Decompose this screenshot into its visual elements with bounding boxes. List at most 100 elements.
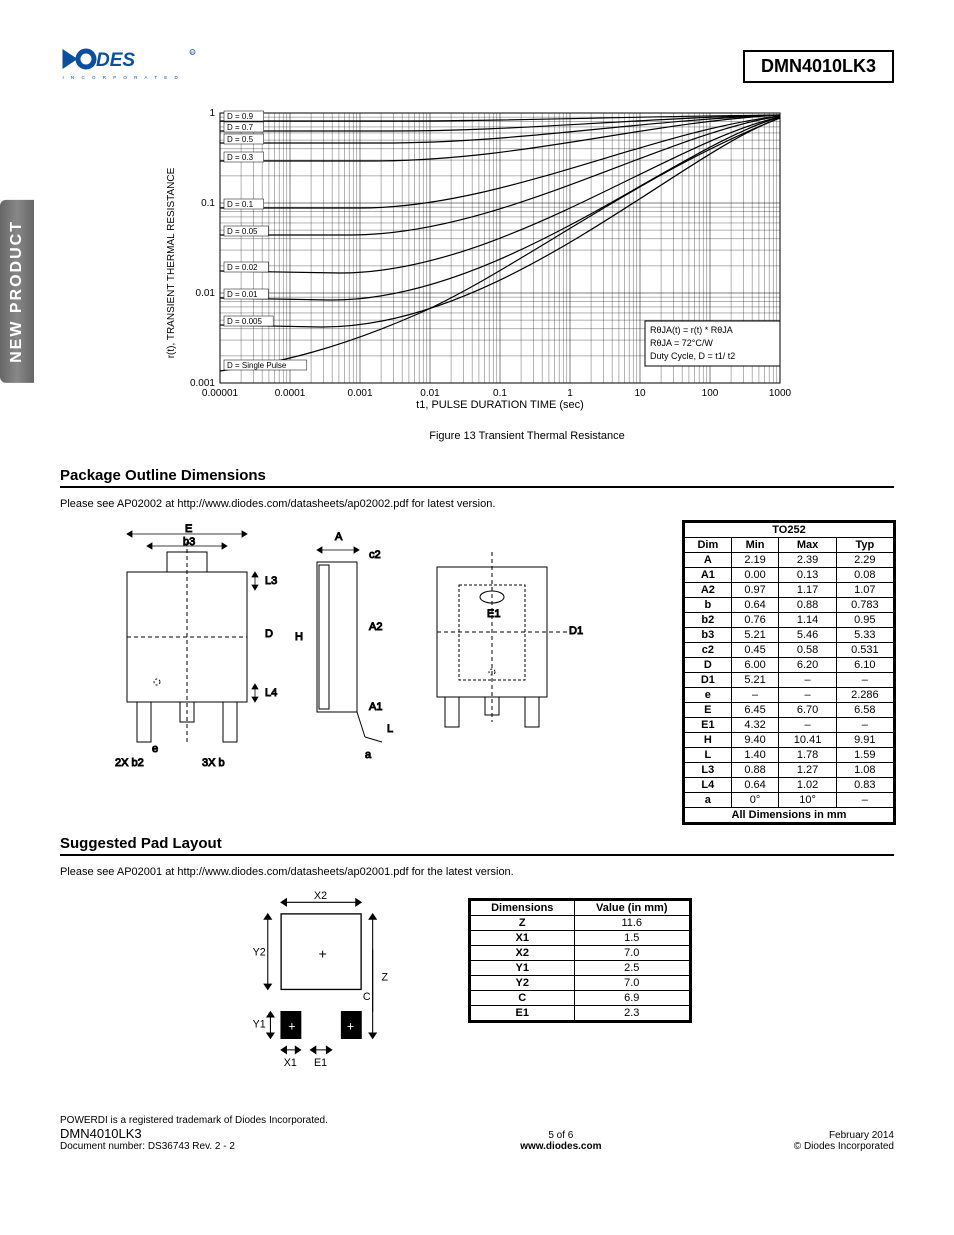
table-row: L40.641.020.83 — [685, 778, 894, 793]
lbl-b2: 2X b2 — [115, 757, 144, 769]
pkg-note: Please see AP02002 at http://www.diodes.… — [60, 498, 894, 510]
curve-label: D = 0.05 — [227, 227, 258, 236]
header-row: DES R I N C O R P O R A T E D DMN4010LK3 — [60, 40, 894, 93]
ytick: 0.01 — [196, 288, 216, 299]
chart-ylabel: r(t), TRANSIENT THERMAL RESISTANCE — [166, 167, 177, 358]
dimension-table: TO252 DimMinMaxTyp A2.192.392.29A10.000.… — [684, 522, 894, 823]
pad-col: Value (in mm) — [574, 901, 689, 916]
table-row: e––2.286 — [685, 688, 894, 703]
table-row: b35.215.465.33 — [685, 628, 894, 643]
pad-col: Dimensions — [471, 901, 575, 916]
chart-eq3: Duty Cycle, D = t1/ t2 — [650, 351, 735, 361]
lbl-C: C — [363, 991, 371, 1003]
chart-xlabel: t1, PULSE DURATION TIME (sec) — [416, 399, 584, 411]
lbl-A: A — [335, 531, 343, 543]
trademark-note: POWERDI is a registered trademark of Dio… — [60, 1115, 328, 1126]
curve-label: D = 0.9 — [227, 112, 254, 121]
lbl-a: a — [365, 749, 372, 761]
part-number-box: DMN4010LK3 — [743, 50, 894, 83]
lbl-H: H — [295, 631, 303, 643]
xtick: 0.0001 — [275, 388, 306, 399]
footer: POWERDI is a registered trademark of Dio… — [60, 1115, 894, 1152]
ytick: 0.001 — [190, 378, 215, 389]
chart-eq2: RθJA = 72°C/W — [650, 338, 713, 348]
lbl-X1: X1 — [284, 1057, 297, 1069]
svg-text:+: + — [318, 946, 326, 962]
table-row: Z11.6 — [471, 916, 690, 931]
copyright: © Diodes Incorporated — [794, 1141, 894, 1152]
ytick: 0.1 — [201, 198, 215, 209]
curve-label: D = 0.005 — [227, 317, 262, 326]
doc-date: February 2014 — [794, 1130, 894, 1141]
table-row: A20.971.171.07 — [685, 583, 894, 598]
logo: DES R I N C O R P O R A T E D — [60, 40, 200, 93]
curve-label: D = 0.01 — [227, 290, 258, 299]
xtick: 1 — [567, 388, 573, 399]
pkg-name: TO252 — [685, 523, 894, 538]
curve-label: D = Single Pulse — [227, 361, 287, 370]
pad-heading: Suggested Pad Layout — [60, 835, 894, 856]
lbl-E1: E1 — [487, 608, 500, 620]
pad-note: Please see AP02001 at http://www.diodes.… — [60, 866, 894, 878]
curve-label: D = 0.02 — [227, 263, 258, 272]
lbl-e: e — [152, 743, 158, 755]
chart-eq1: RθJA(t) = r(t) * RθJA — [650, 325, 733, 335]
svg-text:I N C O R P O R A T E D: I N C O R P O R A T E D — [63, 75, 181, 80]
table-row: A2.192.392.29 — [685, 553, 894, 568]
lbl-Y1: Y1 — [253, 1019, 266, 1031]
xtick: 0.001 — [347, 388, 372, 399]
page-number: 5 of 6 — [520, 1130, 601, 1141]
table-row: a0°10°– — [685, 793, 894, 808]
lbl-E: E — [185, 523, 192, 535]
ytick: 1 — [209, 108, 215, 119]
table-row: E12.3 — [471, 1006, 690, 1021]
lbl-b: 3X b — [202, 757, 225, 769]
dim-col: Typ — [836, 538, 893, 553]
xtick: 10 — [634, 388, 646, 399]
table-row: L1.401.781.59 — [685, 748, 894, 763]
xtick: 0.1 — [493, 388, 507, 399]
table-row: Y12.5 — [471, 961, 690, 976]
curve-label: D = 0.3 — [227, 153, 254, 162]
curve-label: D = 0.7 — [227, 123, 254, 132]
table-row: E14.32–– — [685, 718, 894, 733]
table-row: c20.450.580.531 — [685, 643, 894, 658]
svg-text:+: + — [347, 1019, 354, 1033]
dim-col: Dim — [685, 538, 732, 553]
table-row: b0.640.880.783 — [685, 598, 894, 613]
svg-text:R: R — [191, 50, 194, 55]
table-row: D6.006.206.10 — [685, 658, 894, 673]
table-row: Y27.0 — [471, 976, 690, 991]
thermal-chart: D = 0.9 D = 0.7 D = 0.5 D = 0.3 D = 0.1 D = 0… — [160, 103, 894, 442]
table-row: X27.0 — [471, 946, 690, 961]
lbl-Z: Z — [382, 972, 389, 984]
table-row: X11.5 — [471, 931, 690, 946]
table-row: H9.4010.419.91 — [685, 733, 894, 748]
table-row: C6.9 — [471, 991, 690, 1006]
lbl-D1: D1 — [569, 625, 583, 637]
lbl-c2: c2 — [369, 549, 381, 561]
footer-part: DMN4010LK3 — [60, 1126, 328, 1141]
lbl-A1: A1 — [369, 701, 382, 713]
lbl-E1p: E1 — [314, 1057, 327, 1069]
table-row: E6.456.706.58 — [685, 703, 894, 718]
table-row: L30.881.271.08 — [685, 763, 894, 778]
curve-label: D = 0.1 — [227, 200, 254, 209]
xtick: 100 — [702, 388, 719, 399]
svg-text:+: + — [288, 1019, 295, 1033]
pad-table: DimensionsValue (in mm) Z11.6X11.5X27.0Y… — [470, 900, 690, 1021]
pkg-diagrams: E b3 L3 D L4 e 2X b2 3X b — [60, 522, 654, 787]
chart-caption: Figure 13 Transient Thermal Resistance — [160, 430, 894, 442]
lbl-L: L — [387, 723, 393, 735]
lbl-L4: L4 — [265, 687, 277, 699]
lbl-A2: A2 — [369, 621, 382, 633]
site-url: www.diodes.com — [520, 1141, 601, 1152]
dim-col: Max — [779, 538, 836, 553]
table-row: A10.000.130.08 — [685, 568, 894, 583]
pkg-heading: Package Outline Dimensions — [60, 467, 894, 488]
doc-number: Document number: DS36743 Rev. 2 - 2 — [60, 1141, 328, 1152]
xtick: 0.01 — [420, 388, 440, 399]
svg-text:DES: DES — [96, 50, 135, 71]
curve-label: D = 0.5 — [227, 135, 254, 144]
lbl-X2: X2 — [314, 890, 327, 902]
